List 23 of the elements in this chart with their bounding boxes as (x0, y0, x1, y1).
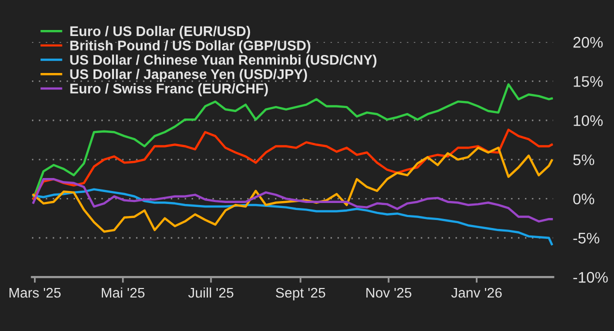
y-tick-label: 0% (573, 194, 594, 204)
y-tick-label: -10% (573, 272, 608, 283)
x-tick-label: Mai '25 (102, 287, 144, 298)
y-tick-label: 15% (574, 76, 603, 87)
legend-label: US Dollar / Chinese Yuan Renminbi (USD/CNY) (70, 54, 376, 68)
x-tick-label: Sept '25 (276, 288, 326, 300)
y-tick-label: 20% (573, 36, 603, 48)
line-series (32, 188, 553, 246)
line-series (32, 83, 553, 200)
x-tick-label: Janv '26 (451, 288, 502, 298)
legend-label: Euro / US Dollar (EUR/USD) (70, 26, 250, 39)
legend-label: British Pound / US Dollar (GBP/USD) (70, 40, 310, 54)
x-tick-label: Juill '25 (188, 287, 234, 298)
legend-label: Euro / Swiss Franc (EUR/CHF) (70, 83, 268, 96)
line-series (32, 146, 553, 233)
line-series (32, 128, 553, 200)
y-tick-label: -5% (573, 232, 600, 244)
x-tick-label: Nov '25 (366, 288, 412, 298)
line-series (32, 178, 553, 223)
x-tick-label: Mars '25 (10, 288, 61, 298)
y-tick-label: 10% (574, 115, 603, 126)
y-tick-label: 5% (573, 154, 594, 166)
legend-label: US Dollar / Japanese Yen (USD/JPY) (70, 68, 308, 82)
